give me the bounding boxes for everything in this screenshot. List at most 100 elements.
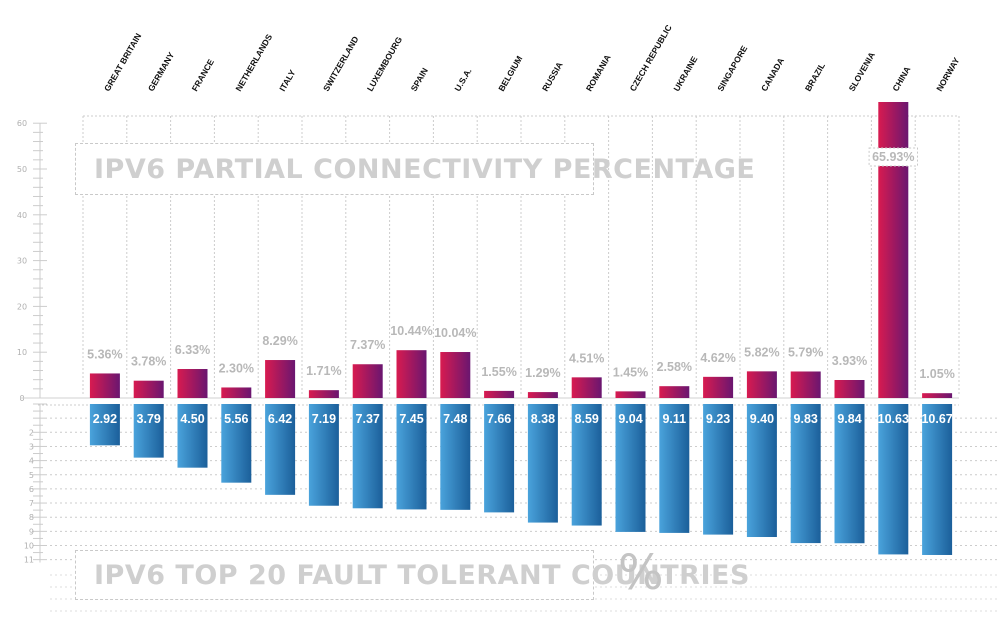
- bar-connectivity: [133, 380, 164, 398]
- category-label: U.S.A.: [452, 66, 473, 93]
- data-label-fault-tolerant: 7.19: [312, 412, 336, 426]
- data-label-connectivity: 1.29%: [525, 366, 560, 380]
- bar-connectivity: [878, 102, 909, 398]
- y-tick-label-bottom: 2: [29, 428, 34, 437]
- y-tick-label-bottom: 11: [24, 556, 34, 565]
- category-label: BRAZIL: [803, 61, 827, 93]
- data-label-fault-tolerant: 4.50: [180, 412, 204, 426]
- data-label-connectivity: 5.79%: [788, 345, 823, 359]
- bar-fault-tolerant: [746, 404, 777, 538]
- data-label-fault-tolerant: 9.23: [706, 412, 730, 426]
- bar-fault-tolerant: [177, 404, 208, 468]
- data-label-fault-tolerant: 9.11: [662, 412, 686, 426]
- data-label-fault-tolerant: 9.04: [618, 412, 642, 426]
- y-tick-label-bottom: 4: [29, 457, 34, 466]
- bar-connectivity: [615, 391, 646, 398]
- bar-connectivity: [527, 392, 558, 398]
- data-label-connectivity: 8.29%: [262, 334, 297, 348]
- category-label: ITALY: [277, 68, 297, 93]
- category-label: SPAIN: [409, 66, 430, 93]
- bar-connectivity: [571, 377, 602, 398]
- y-tick-label-bottom: 3: [29, 442, 34, 451]
- category-label: ROMANIA: [584, 53, 613, 93]
- y-tick-label-bottom: 5: [29, 471, 34, 480]
- chart-title-fault-tolerant: IPV6 TOP 20 FAULT TOLERANT COUNTRIES: [75, 550, 749, 600]
- bar-connectivity: [221, 387, 252, 398]
- data-label-connectivity: 3.93%: [832, 354, 867, 368]
- category-label: RUSSIA: [540, 60, 565, 93]
- data-label-connectivity: 5.82%: [744, 345, 779, 359]
- bar-fault-tolerant: [790, 404, 821, 544]
- bar-fault-tolerant: [878, 404, 909, 555]
- data-label-fault-tolerant: 10.67: [921, 412, 952, 426]
- bar-fault-tolerant: [352, 404, 383, 509]
- data-label-connectivity: 1.45%: [613, 365, 648, 379]
- category-label: BELGIUM: [496, 54, 524, 93]
- data-label-fault-tolerant: 2.92: [93, 412, 117, 426]
- data-label-connectivity: 2.58%: [657, 360, 692, 374]
- bar-fault-tolerant: [659, 404, 690, 533]
- bar-connectivity: [484, 390, 515, 398]
- data-label-fault-tolerant: 8.38: [531, 412, 555, 426]
- bar-fault-tolerant: [440, 404, 471, 510]
- data-label-connectivity: 2.30%: [219, 361, 254, 375]
- bar-connectivity: [440, 352, 471, 398]
- data-label-fault-tolerant: 7.48: [443, 412, 467, 426]
- bar-connectivity: [396, 350, 427, 398]
- bar-connectivity: [659, 386, 690, 398]
- bar-fault-tolerant: [834, 404, 865, 544]
- category-label: NETHERLANDS: [233, 32, 274, 93]
- bar-connectivity: [790, 371, 821, 398]
- data-label-connectivity: 5.36%: [87, 347, 122, 361]
- bar-fault-tolerant: [571, 404, 602, 526]
- bar-connectivity: [352, 364, 383, 398]
- y-tick-label-top: 60: [17, 119, 27, 128]
- category-label: GERMANY: [146, 50, 177, 93]
- bar-connectivity: [265, 360, 296, 398]
- data-label-connectivity: 4.62%: [700, 351, 735, 365]
- category-label: SLOVENIA: [847, 50, 877, 93]
- data-label-fault-tolerant: 6.42: [268, 412, 292, 426]
- category-label: CHINA: [890, 65, 912, 93]
- y-tick-label-top: 50: [17, 165, 27, 174]
- chart-title-connectivity: IPV6 PARTIAL CONNECTIVITY PERCENTAGE: [75, 143, 755, 195]
- data-label-fault-tolerant: 5.56: [224, 412, 248, 426]
- data-label-fault-tolerant: 9.84: [837, 412, 861, 426]
- data-label-connectivity: 1.05%: [919, 367, 954, 381]
- category-label: LUXEMBOURG: [365, 34, 405, 93]
- data-label-connectivity: 6.33%: [175, 343, 210, 357]
- bar-connectivity: [308, 390, 339, 398]
- category-label: SINGAPORE: [715, 44, 749, 93]
- category-label: CZECH REPUBLIC: [628, 23, 674, 93]
- data-label-connectivity: 1.71%: [306, 364, 341, 378]
- data-label-connectivity: 4.51%: [569, 351, 604, 365]
- data-label-box: [868, 147, 919, 167]
- y-tick-label-bottom: 7: [29, 499, 34, 508]
- data-label-connectivity: 1.55%: [481, 365, 516, 379]
- bar-fault-tolerant: [265, 404, 296, 495]
- data-label-connectivity: 65.93%: [872, 150, 914, 164]
- y-tick-label-top: 30: [17, 257, 27, 266]
- bar-fault-tolerant: [615, 404, 646, 532]
- bar-connectivity: [834, 380, 865, 398]
- data-label-fault-tolerant: 3.79: [137, 412, 161, 426]
- bar-fault-tolerant: [221, 404, 252, 483]
- bar-connectivity: [703, 376, 734, 398]
- y-tick-label-top: 40: [17, 211, 27, 220]
- category-label: CANADA: [759, 56, 786, 93]
- bar-fault-tolerant: [703, 404, 734, 535]
- data-label-connectivity: 3.78%: [131, 355, 166, 369]
- data-label-fault-tolerant: 9.40: [750, 412, 774, 426]
- data-label-fault-tolerant: 7.66: [487, 412, 511, 426]
- bar-fault-tolerant: [527, 404, 558, 523]
- bar-fault-tolerant: [308, 404, 339, 506]
- category-label: UKRAINE: [671, 54, 699, 93]
- bar-connectivity: [89, 373, 120, 398]
- y-tick-label-top: 20: [17, 302, 27, 311]
- y-tick-label-bottom: 9: [29, 527, 34, 536]
- data-label-fault-tolerant: 9.83: [794, 412, 818, 426]
- data-label-fault-tolerant: 7.45: [399, 412, 423, 426]
- y-tick-label-bottom: 6: [29, 485, 34, 494]
